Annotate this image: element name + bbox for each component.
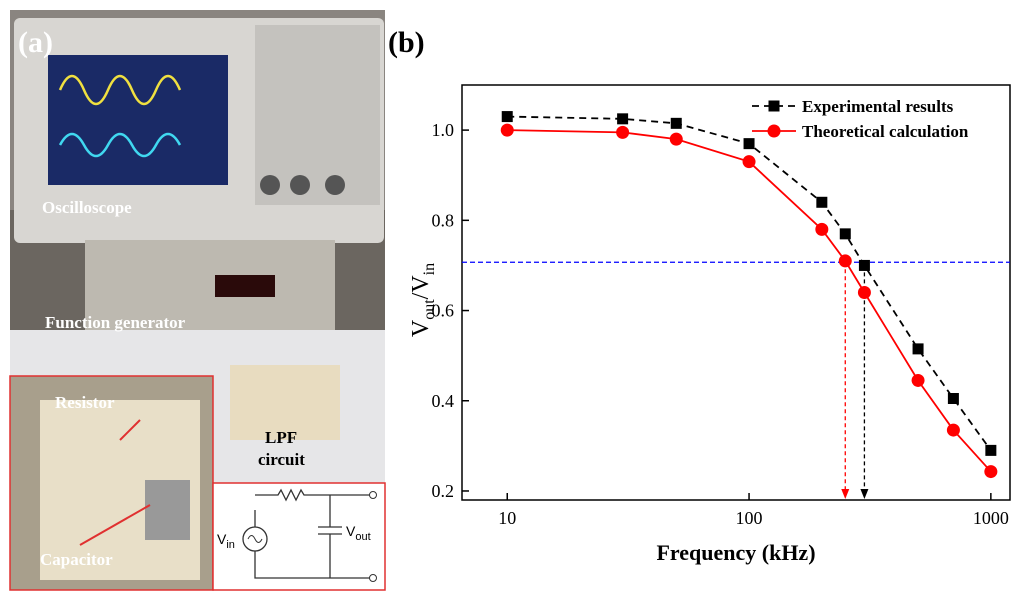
panel-label: (b) (388, 26, 425, 59)
arrow-head (841, 489, 850, 499)
y-tick-label: 1.0 (432, 120, 455, 140)
y-tick-label: 0.2 (432, 481, 455, 501)
breadboard (230, 365, 340, 440)
marker (984, 465, 998, 479)
marker (669, 132, 683, 146)
marker (743, 138, 755, 150)
legend-marker (768, 100, 780, 112)
terminal (369, 491, 377, 499)
photo-label: Function generator (45, 313, 186, 332)
ylabel-part: V (408, 319, 434, 337)
vout-main: V (346, 523, 356, 539)
marker (858, 259, 870, 271)
gen-display (215, 275, 275, 297)
bnc (325, 175, 345, 195)
x-tick-label: 10 (498, 508, 516, 528)
circuit-box (212, 482, 386, 591)
x-axis-label: Frequency (kHz) (656, 540, 815, 565)
photo-label: LPF (265, 428, 297, 447)
vin-label: Vin (217, 531, 235, 551)
marker (742, 155, 756, 169)
marker (501, 111, 513, 123)
photo-label: circuit (258, 450, 305, 469)
wave-cyan (58, 132, 182, 158)
legend-label: Theoretical calculation (802, 122, 969, 141)
arrow (119, 419, 141, 441)
marker (617, 113, 629, 125)
marker (816, 196, 828, 208)
bnc (290, 175, 310, 195)
y-tick-label: 0.4 (432, 391, 455, 411)
vout-label: Vout (346, 523, 371, 543)
marker (985, 444, 997, 456)
ylabel-part: in (421, 263, 438, 275)
scope-panel (255, 25, 380, 205)
capacitor-part (145, 480, 190, 540)
bnc (260, 175, 280, 195)
marker (670, 117, 682, 129)
marker (815, 222, 829, 236)
panel-label: (a) (18, 26, 53, 59)
vin-sub: in (226, 539, 235, 551)
marker (857, 286, 871, 299)
ylabel-part: out (421, 299, 438, 320)
scope-screen (48, 55, 228, 185)
marker (838, 254, 852, 268)
x-tick-label: 100 (736, 508, 763, 528)
y-axis-label: Vout/Vin (408, 263, 438, 337)
marker (912, 343, 924, 355)
plot-frame (461, 84, 1011, 501)
terminal (369, 574, 377, 582)
source-symbol (247, 535, 263, 543)
y-tick-label: 0.8 (432, 210, 455, 230)
source (242, 526, 268, 552)
photo-label: Oscilloscope (42, 198, 132, 217)
ylabel-part: /V (408, 275, 434, 300)
marker (947, 393, 959, 405)
marker (839, 228, 851, 240)
photo-label: Capacitor (40, 550, 113, 569)
marker (946, 423, 960, 437)
legend-marker (767, 124, 781, 138)
series-line (507, 115, 992, 451)
vin-main: V (217, 531, 227, 547)
circuit-wires (254, 488, 370, 579)
photo: (a) Oscilloscope Function generator Resi… (9, 10, 386, 591)
photo-label: Resistor (55, 393, 115, 412)
marker (500, 123, 514, 137)
x-tick-label: 1000 (973, 508, 1009, 528)
arrow-head (860, 489, 869, 499)
vout-sub: out (355, 531, 370, 543)
legend-label: Experimental results (802, 97, 954, 116)
marker (616, 125, 630, 139)
y-tick-label: 0.6 (432, 301, 455, 321)
marker (911, 373, 925, 387)
wave-yellow (58, 74, 182, 106)
arrow (79, 504, 151, 546)
series-line (507, 129, 992, 473)
